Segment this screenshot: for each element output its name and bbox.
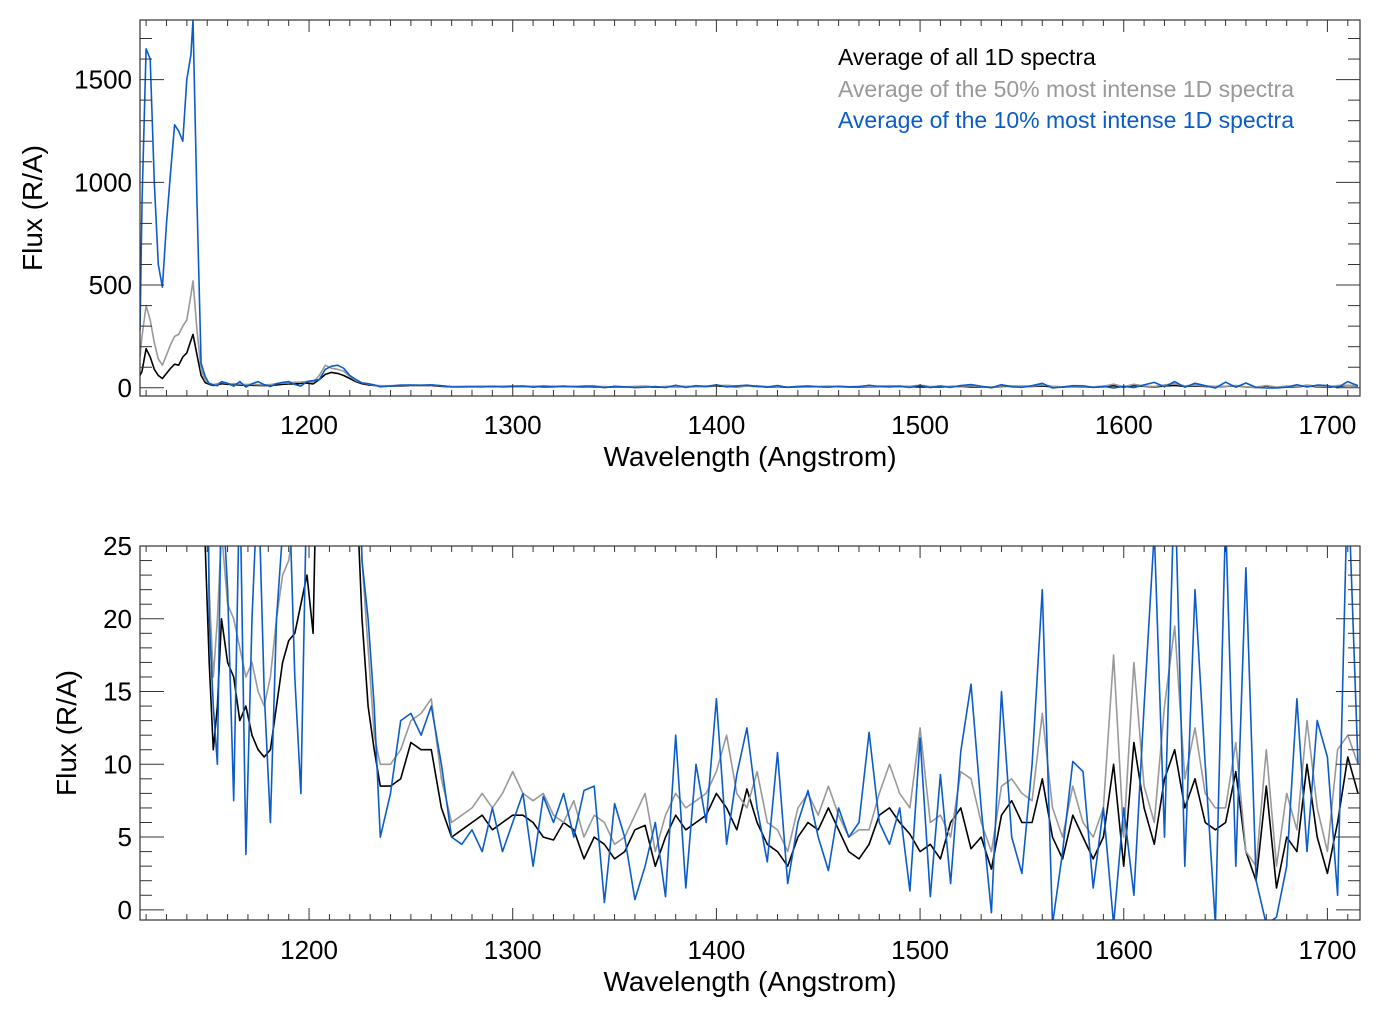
x-axis-title: Wavelength (Angstrom)	[603, 441, 896, 472]
y-tick-label: 500	[89, 270, 132, 300]
series-line-0	[204, 546, 1359, 889]
y-tick-label: 10	[103, 749, 132, 779]
y-tick-label: 25	[103, 531, 132, 561]
legend: Average of all 1D spectra Average of the…	[838, 44, 1294, 133]
x-tick-label: 1600	[1095, 410, 1153, 440]
legend-entry-all: Average of all 1D spectra	[838, 44, 1096, 70]
x-tick-label: 1500	[891, 410, 949, 440]
y-tick-label: 0	[118, 895, 132, 925]
series-line-1	[140, 280, 1359, 388]
x-tick-label: 1700	[1298, 935, 1356, 965]
series-line-1	[207, 546, 1359, 867]
x-tick-label: 1400	[687, 410, 745, 440]
x-tick-label: 1600	[1095, 935, 1153, 965]
x-tick-label: 1300	[484, 935, 542, 965]
legend-entry-50pct: Average of the 50% most intense 1D spect…	[838, 76, 1294, 102]
y-tick-label: 5	[118, 822, 132, 852]
y-tick-label: 0	[118, 373, 132, 403]
x-tick-label: 1200	[280, 410, 338, 440]
legend-entry-10pct: Average of the 10% most intense 1D spect…	[838, 107, 1294, 133]
bottom-panel: 1200 1300 1400 1500 1600 1700 0 5 10 15 20 25 Wavele…	[51, 531, 1361, 997]
y-tick-label: 1500	[74, 65, 132, 95]
y-tick-label: 1000	[74, 167, 132, 197]
series-line-2	[140, 20, 1359, 389]
x-tick-label: 1200	[280, 935, 338, 965]
top-panel: 1200 1300 1400 1500 1600 1700050010001500Wave…	[17, 19, 1361, 472]
series-line-2	[207, 546, 1359, 920]
y-axis-title: Flux (R/A)	[17, 145, 48, 271]
x-tick-label: 1300	[484, 410, 542, 440]
series-line-0	[140, 333, 1359, 389]
x-tick-label: 1400	[687, 935, 745, 965]
x-axis-title: Wavelength (Angstrom)	[603, 966, 896, 997]
y-tick-label: 15	[103, 677, 132, 707]
plot-frame	[139, 19, 1361, 397]
plot-frame	[139, 545, 1361, 921]
y-tick-label: 20	[103, 604, 132, 634]
x-tick-label: 1700	[1298, 410, 1356, 440]
x-tick-label: 1500	[891, 935, 949, 965]
y-axis-title: Flux (R/A)	[51, 670, 82, 796]
